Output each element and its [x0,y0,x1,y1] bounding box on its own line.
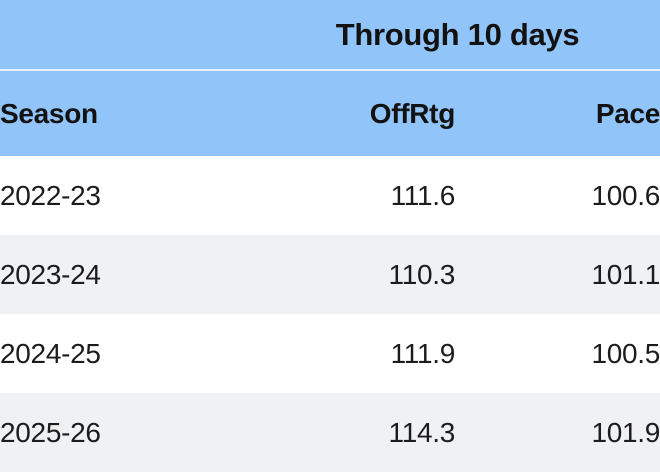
column-header-offrtg: OffRtg [255,70,455,156]
cell-pace: 101.9 [455,393,660,472]
table-row: 2024-25 111.9 100.5 [0,314,660,393]
group-header-spacer [0,0,255,71]
table-row: 2025-26 114.3 101.9 [0,393,660,472]
cell-season: 2022-23 [0,156,255,235]
cell-offrtg: 111.6 [255,156,455,235]
cell-pace: 100.5 [455,314,660,393]
table-row: 2022-23 111.6 100.6 [0,156,660,235]
cell-offrtg: 111.9 [255,314,455,393]
table-row: 2023-24 110.3 101.1 [0,235,660,314]
cell-offrtg: 110.3 [255,235,455,314]
cell-season: 2023-24 [0,235,255,314]
column-header-pace: Pace [455,70,660,156]
column-header-season: Season [0,70,255,156]
cell-pace: 100.6 [455,156,660,235]
group-header-row: Through 10 days [0,0,660,71]
cell-pace: 101.1 [455,235,660,314]
cell-season: 2024-25 [0,314,255,393]
cell-offrtg: 114.3 [255,393,455,472]
cell-season: 2025-26 [0,393,255,472]
column-header-row: Season OffRtg Pace [0,70,660,156]
group-header-title: Through 10 days [255,0,660,71]
